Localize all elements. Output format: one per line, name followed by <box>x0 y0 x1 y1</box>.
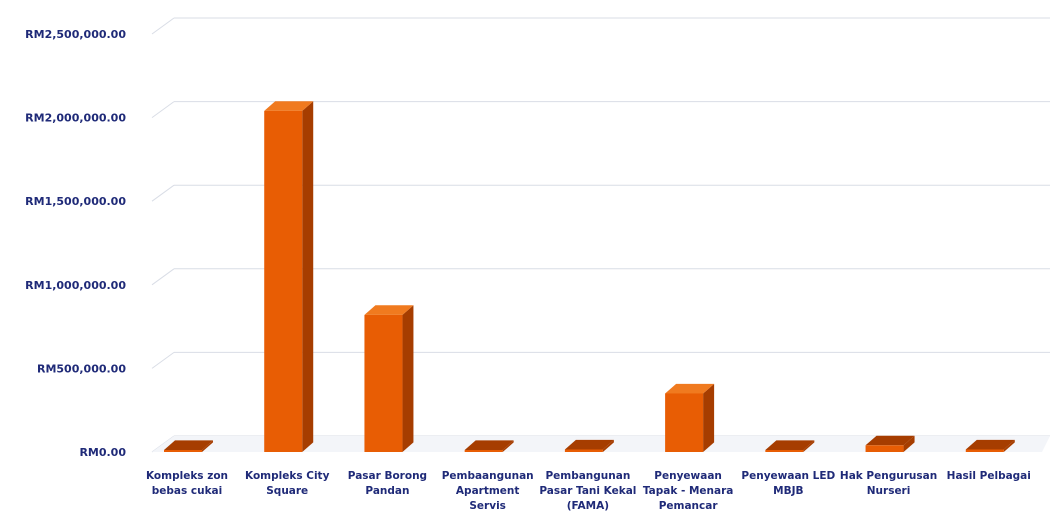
gridline-slant <box>151 101 175 119</box>
bar-front <box>364 314 403 452</box>
x-category-label-line: MBJB <box>773 485 803 497</box>
bar-side <box>602 439 614 452</box>
gridline-slant <box>151 351 175 369</box>
bar-top <box>164 440 213 450</box>
gridline-slant <box>151 184 175 202</box>
x-category-label-line: Penyewaan LED <box>741 470 835 482</box>
x-category-label-line: Servis <box>469 500 506 512</box>
gridline-4 <box>151 101 1050 119</box>
gridline-3 <box>151 184 1050 202</box>
x-category-label: Kompleks zon bebas cukai <box>146 470 228 497</box>
bar-top <box>765 440 815 450</box>
bar-0 <box>164 440 213 452</box>
x-category-label: Pasar Borong Pandan <box>348 470 427 497</box>
bar-side <box>502 440 514 452</box>
bar-side <box>703 383 715 452</box>
y-tick-label: RM500,000.00 <box>37 362 126 375</box>
bar-front <box>865 445 904 452</box>
y-tick-label: RM2,500,000.00 <box>25 28 126 41</box>
gridline-slant <box>151 17 175 35</box>
x-category-label: Pembangunan Pasar Tani Kekal (FAMA) <box>539 470 636 512</box>
y-tick-label: RM2,000,000.00 <box>25 112 126 125</box>
bar-front <box>264 110 303 453</box>
bar-front <box>164 450 202 452</box>
x-category-label: Hasil Pelbagai <box>947 470 1031 482</box>
gridline-1 <box>151 351 1050 369</box>
bar-top <box>564 439 614 450</box>
x-category-label-line: Pandan <box>365 485 409 497</box>
y-tick-label: RM1,500,000.00 <box>25 195 126 208</box>
bar-2 <box>364 305 414 452</box>
x-category-label-line: Hasil Pelbagai <box>947 470 1031 482</box>
bar-front <box>464 450 503 452</box>
bar-7 <box>865 435 915 452</box>
gridline-5 <box>151 17 1050 35</box>
x-category-label-line: Pembaangunan <box>442 470 534 482</box>
bar-front <box>564 449 603 452</box>
bar-6 <box>765 440 815 452</box>
bar-top <box>865 435 915 446</box>
x-category-label-line: Pemancar <box>659 500 719 512</box>
bar-front <box>665 393 704 452</box>
gridline-2 <box>151 268 1050 286</box>
bars <box>164 101 1015 453</box>
x-category-label: Kompleks City Square <box>245 470 330 497</box>
bar-front <box>965 449 1004 452</box>
x-category-label-line: Nurseri <box>867 485 911 497</box>
bar-side <box>302 101 314 452</box>
bar-top <box>264 101 314 111</box>
bar-4 <box>564 439 614 452</box>
bar-side <box>803 440 815 452</box>
x-category-label: Penyewaan LED MBJB <box>741 470 835 497</box>
bar-top <box>464 440 514 450</box>
bar-top <box>665 383 715 394</box>
x-category-label-line: Hak Pengurusan <box>840 470 937 482</box>
x-category-label-line: Kompleks City <box>245 470 330 482</box>
x-category-label: Pembaangunan Apartment Servis <box>442 470 534 512</box>
x-category-label-line: Penyewaan <box>654 470 722 482</box>
y-tick-label: RM0.00 <box>79 446 126 459</box>
bar-side <box>402 305 414 452</box>
x-category-label-line: Pasar Tani Kekal <box>539 485 636 497</box>
bar-side <box>1003 439 1015 452</box>
x-category-label-line: Pasar Borong <box>348 470 427 482</box>
bar-side <box>903 435 915 452</box>
bar-side <box>202 440 213 452</box>
y-tick-label: RM1,000,000.00 <box>25 279 126 292</box>
bar-8 <box>965 439 1015 452</box>
x-category-label-line: Kompleks zon <box>146 470 228 482</box>
bar-top <box>965 439 1015 450</box>
x-category-label-line: Tapak - Menara <box>643 485 734 497</box>
x-category-label-line: Pembangunan <box>545 470 630 482</box>
x-category-label: Hak Pengurusan Nurseri <box>840 470 937 497</box>
x-category-label-line: bebas cukai <box>152 485 223 497</box>
x-category-label-line: Square <box>266 485 308 497</box>
y-axis-ticks: RM0.00 RM500,000.00 RM1,000,000.00 RM1,500,… <box>25 28 126 459</box>
bar-1 <box>264 101 314 453</box>
x-category-label: Penyewaan Tapak - Menara Pemancar <box>643 470 734 512</box>
bar-5 <box>665 383 715 452</box>
x-category-label-line: Apartment <box>456 485 519 497</box>
gridline-slant <box>151 268 175 286</box>
x-category-label-line: (FAMA) <box>567 500 609 512</box>
bar-front <box>765 450 804 452</box>
bar-3 <box>464 440 514 452</box>
bar-top <box>364 305 414 315</box>
x-axis-labels: Kompleks zon bebas cukai Kompleks City Squa… <box>146 470 1031 512</box>
